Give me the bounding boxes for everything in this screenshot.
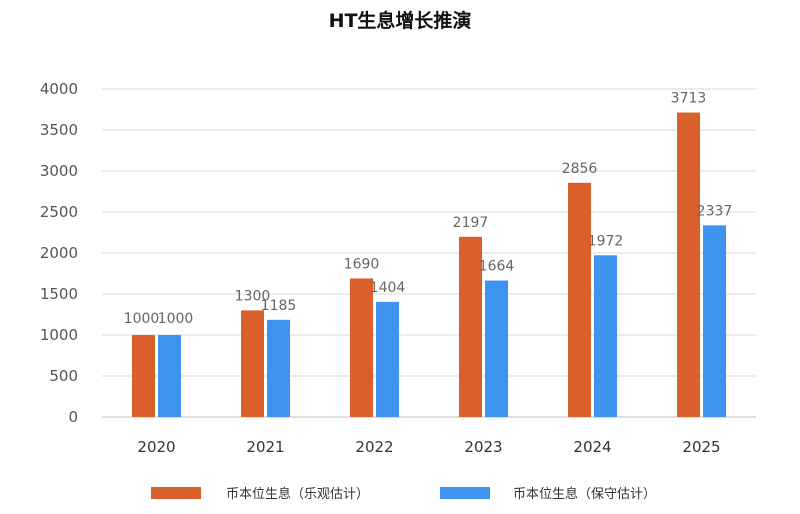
y-tick-label: 1000 [40, 326, 78, 344]
legend-label: 币本位生息（保守估计） [513, 486, 656, 502]
bar-optimistic-2024 [568, 182, 591, 417]
bar-optimistic-2022 [350, 278, 373, 417]
chart-title: HT生息增长推演 [329, 9, 472, 32]
legend-swatch [440, 487, 490, 499]
x-tick-label: 2025 [682, 438, 720, 456]
bar-optimistic-2020 [132, 335, 155, 417]
bar-optimistic-2025 [677, 112, 700, 417]
bar-conservative-2023 [485, 280, 508, 417]
legend: 币本位生息（乐观估计） 币本位生息（保守估计） [151, 486, 656, 502]
data-label: 2856 [562, 161, 598, 177]
data-label: 1300 [235, 288, 271, 304]
data-label: 1404 [370, 280, 406, 296]
x-tick-label: 2022 [355, 438, 393, 456]
y-tick-label: 0 [68, 408, 78, 426]
bar-conservative-2024 [594, 255, 617, 417]
data-label: 2197 [453, 215, 489, 231]
y-tick-label: 2500 [40, 203, 78, 221]
data-label: 3713 [671, 91, 707, 107]
y-tick-label: 4000 [40, 80, 78, 98]
bar-conservative-2022 [376, 301, 399, 417]
y-tick-label: 3000 [40, 162, 78, 180]
data-label: 1000 [124, 311, 160, 327]
x-tick-label: 2024 [573, 438, 611, 456]
bar-optimistic-2021 [241, 310, 264, 417]
legend-label: 币本位生息（乐观估计） [226, 486, 369, 502]
bar-conservative-2021 [267, 319, 290, 417]
data-label: 1690 [344, 256, 380, 272]
data-label: 1185 [261, 298, 297, 314]
bar-conservative-2025 [703, 225, 726, 417]
y-tick-label: 2000 [40, 244, 78, 262]
data-label: 1000 [158, 311, 194, 327]
x-tick-label: 2023 [464, 438, 502, 456]
bar-conservative-2020 [158, 335, 181, 417]
x-tick-label: 2020 [137, 438, 175, 456]
x-axis-ticks: 2020 2021 2022 2023 2024 2025 [137, 438, 720, 456]
y-tick-label: 1500 [40, 285, 78, 303]
legend-swatch [151, 487, 201, 499]
data-label: 1664 [479, 259, 515, 275]
data-label: 2337 [697, 203, 733, 219]
bar-optimistic-2023 [459, 236, 482, 417]
data-label: 1972 [588, 233, 624, 249]
y-axis-ticks: 0 500 1000 1500 2000 2500 3000 3500 4000 [40, 80, 78, 426]
grid-lines [102, 88, 756, 418]
y-tick-label: 500 [49, 367, 78, 385]
x-tick-label: 2021 [246, 438, 284, 456]
y-tick-label: 3500 [40, 121, 78, 139]
bars [132, 112, 726, 417]
